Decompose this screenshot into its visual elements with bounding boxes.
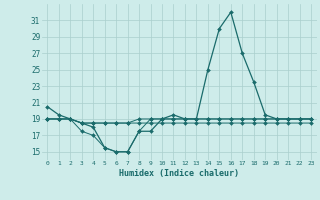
X-axis label: Humidex (Indice chaleur): Humidex (Indice chaleur) [119,169,239,178]
